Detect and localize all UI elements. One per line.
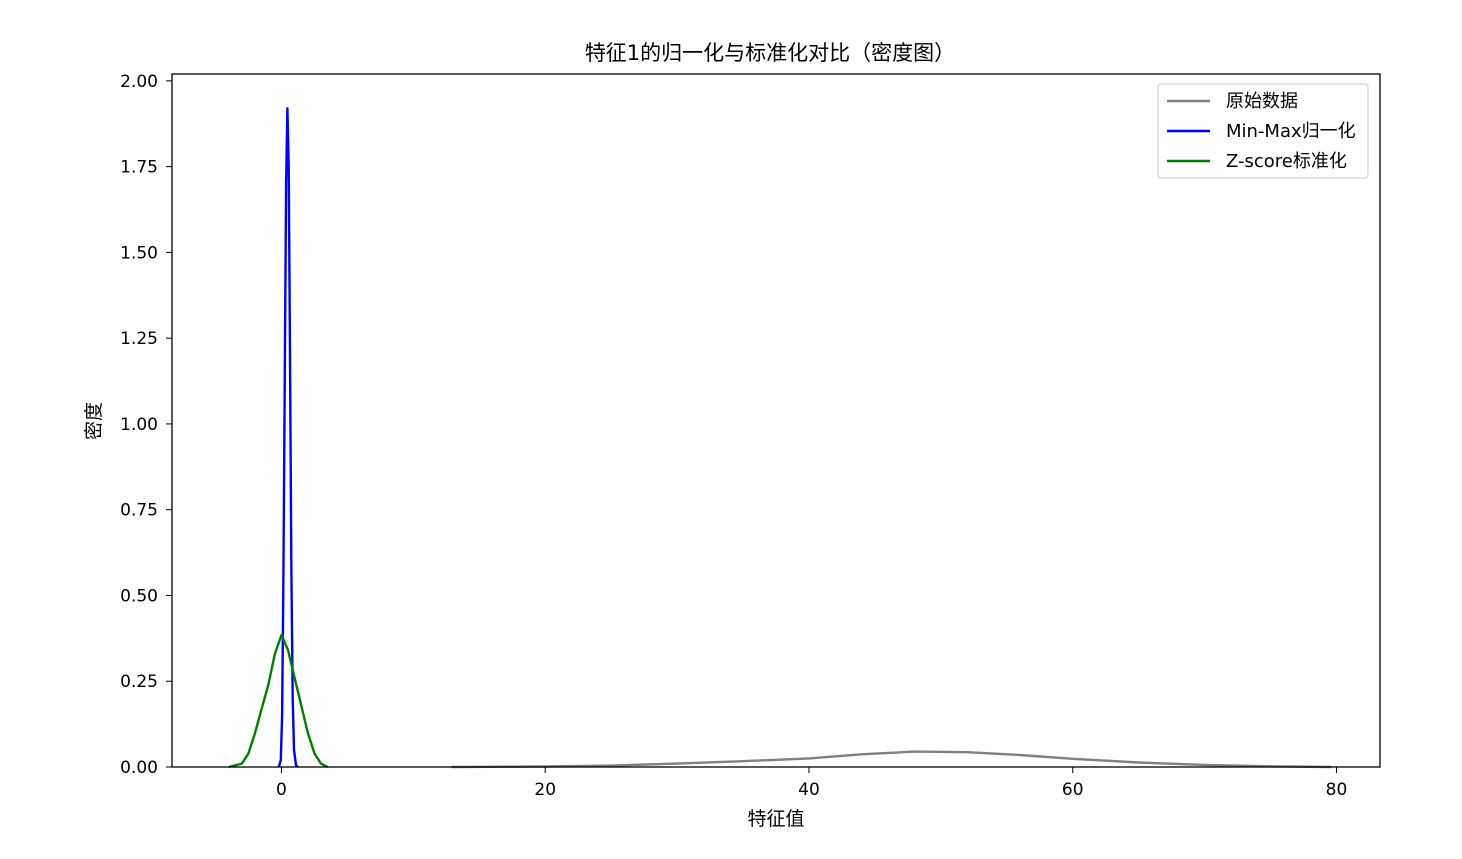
x-tick-label: 40 [798, 780, 820, 800]
legend: 原始数据 Min-Max归一化 Z-score标准化 [1157, 83, 1369, 179]
y-tick-label: 0.00 [120, 758, 158, 778]
x-tick-label: 20 [534, 780, 556, 800]
series-line-2 [228, 633, 329, 769]
plot-frame [171, 73, 1381, 768]
series-line-1 [277, 107, 299, 768]
legend-box [1157, 83, 1369, 179]
y-tick-label: 1.50 [120, 243, 158, 263]
y-tick-label: 0.75 [120, 501, 158, 521]
x-tick-label: 80 [1326, 780, 1348, 800]
y-tick-label: 1.00 [120, 415, 158, 435]
legend-label: Z-score标准化 [1226, 151, 1347, 172]
y-tick-label: 0.50 [120, 586, 158, 606]
series-line-0 [451, 750, 1332, 769]
x-tick-label: 0 [276, 780, 287, 800]
y-tick-label: 1.75 [120, 158, 158, 178]
x-tick-label: 60 [1062, 780, 1084, 800]
y-tick-label: 2.00 [120, 72, 158, 92]
y-axis: 0.00 0.25 0.50 0.75 1.00 1.25 1.50 1.75 2.00 [120, 72, 172, 778]
plot-area [171, 73, 1381, 769]
y-tick-label: 0.25 [120, 672, 158, 692]
chart-title: 特征1的归一化与标准化对比（密度图） [585, 41, 955, 65]
x-axis-label: 特征值 [747, 808, 804, 830]
x-axis: 0 20 40 60 80 [276, 767, 1347, 800]
legend-label: Min-Max归一化 [1226, 121, 1356, 142]
legend-label: 原始数据 [1226, 91, 1298, 112]
y-tick-label: 1.25 [120, 329, 158, 349]
y-axis-label: 密度 [83, 402, 105, 440]
